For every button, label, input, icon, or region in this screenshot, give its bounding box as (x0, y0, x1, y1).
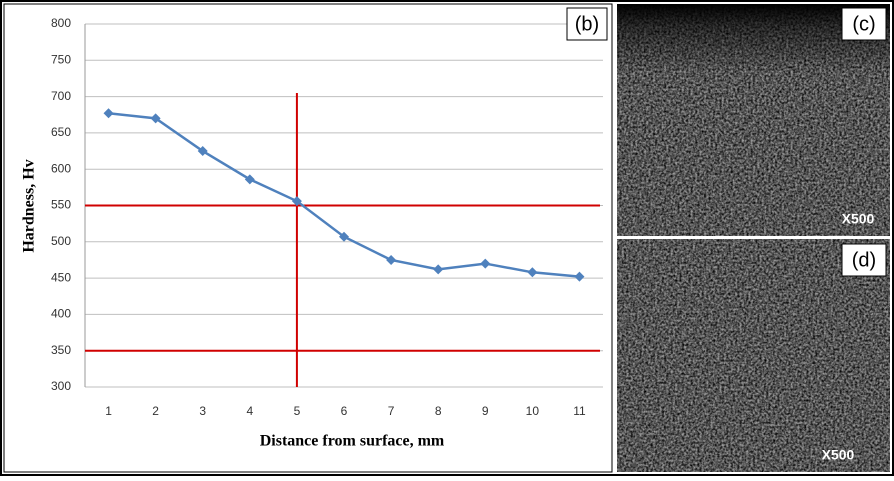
x-tick-label: 4 (246, 404, 253, 418)
y-tick-label: 300 (51, 379, 71, 393)
y-tick-label: 750 (51, 52, 71, 66)
x-tick-label: 1 (105, 404, 112, 418)
y-tick-label: 450 (51, 270, 71, 284)
micrograph-edge (617, 4, 890, 236)
x-tick-label: 11 (573, 404, 586, 418)
marker (386, 254, 397, 265)
x-tick-label: 7 (388, 404, 395, 418)
marker (433, 264, 444, 275)
x-tick-label: 8 (435, 404, 442, 418)
panel-label-box (841, 243, 887, 277)
magnification: X500 (822, 447, 855, 463)
y-axis-label: Hardness, Hv (21, 159, 38, 252)
marker (244, 174, 255, 185)
y-tick-label: 600 (51, 161, 71, 175)
y-tick-label: 700 (51, 89, 71, 103)
marker (197, 146, 208, 157)
marker (103, 108, 114, 119)
panel-label-box (566, 7, 608, 41)
marker (480, 258, 491, 269)
marker (150, 113, 161, 124)
panel-label: (c) (852, 13, 875, 35)
marker (574, 271, 585, 282)
marker (527, 267, 538, 278)
y-tick-label: 500 (51, 234, 71, 248)
y-tick-label: 350 (51, 343, 71, 357)
x-tick-label: 9 (482, 404, 489, 418)
panel-label: (b) (575, 13, 599, 35)
micrograph-texture (617, 239, 890, 472)
panel-label: (d) (852, 249, 876, 271)
y-tick-label: 400 (51, 307, 71, 321)
x-tick-label: 10 (526, 404, 540, 418)
x-tick-label: 5 (294, 404, 301, 418)
magnification: X500 (842, 211, 875, 227)
x-tick-label: 2 (152, 404, 159, 418)
micrograph-d: (d) X500 (617, 239, 890, 472)
marker (291, 196, 302, 207)
chart: 300 350 400 450 500 550 600 650 700 750 800 1 2 3 4 5 6 7… (51, 16, 603, 418)
marker (339, 231, 349, 242)
panel-label-box (841, 7, 887, 41)
y-tick-label: 550 (51, 198, 71, 212)
micrograph-c: (c) X500 (617, 4, 890, 236)
x-tick-label: 6 (341, 404, 348, 418)
chart-panel (3, 3, 613, 473)
y-tick-label: 800 (51, 16, 71, 30)
x-tick-label: 3 (199, 404, 206, 418)
y-tick-label: 650 (51, 125, 71, 139)
x-axis-label: Distance from surface, mm (260, 433, 445, 450)
